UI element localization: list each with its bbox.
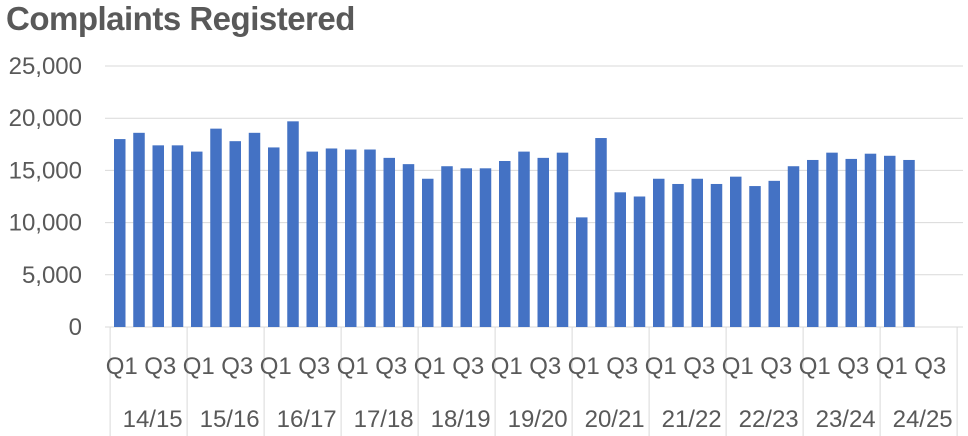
quarter-label: Q1 — [568, 353, 600, 380]
year-label: 17/18 — [354, 406, 414, 433]
bar — [614, 192, 626, 327]
bar — [595, 138, 607, 327]
bar — [864, 153, 877, 327]
quarter-label: Q3 — [529, 353, 561, 380]
bar — [807, 159, 819, 327]
bar — [229, 141, 241, 327]
bar — [287, 121, 299, 327]
bar — [537, 157, 549, 327]
year-label: 21/22 — [662, 406, 722, 433]
chart-title: Complaints Registered — [6, 0, 355, 37]
bar — [787, 166, 800, 327]
year-label: 14/15 — [123, 406, 183, 433]
quarter-label: Q3 — [683, 353, 715, 380]
bar — [884, 155, 896, 327]
bar — [768, 180, 780, 327]
bar — [556, 152, 569, 327]
bar — [576, 217, 588, 327]
bar — [402, 164, 415, 327]
quarter-label: Q3 — [914, 353, 946, 380]
quarter-label: Q1 — [645, 353, 677, 380]
bar — [691, 178, 703, 327]
gridlines — [105, 65, 963, 328]
y-tick-label: 20,000 — [9, 105, 82, 132]
quarter-label: Q1 — [876, 353, 908, 380]
bar — [152, 145, 164, 327]
quarter-label: Q3 — [375, 353, 407, 380]
quarter-label: Q3 — [606, 353, 638, 380]
y-tick-label: 10,000 — [9, 210, 82, 237]
quarter-label: Q3 — [837, 353, 869, 380]
quarter-label: Q3 — [221, 353, 253, 380]
bar — [383, 157, 395, 327]
bar — [710, 183, 723, 327]
quarter-label: Q1 — [260, 353, 292, 380]
y-tick-label: 15,000 — [9, 157, 82, 184]
bar — [653, 178, 665, 327]
bars — [114, 121, 915, 327]
bar — [499, 161, 511, 327]
bar — [845, 158, 857, 327]
quarter-label: Q3 — [298, 353, 330, 380]
quarter-label: Q3 — [760, 353, 792, 380]
bar — [672, 183, 684, 327]
bar — [518, 151, 530, 327]
year-label: 24/25 — [893, 406, 953, 433]
bar — [345, 149, 357, 327]
year-label: 16/17 — [277, 406, 337, 433]
year-label: 19/20 — [508, 406, 568, 433]
y-axis-ticks: 0 5,000 10,000 15,000 20,000 25,000 — [9, 53, 82, 341]
y-tick-label: 5,000 — [22, 262, 82, 289]
quarter-label: Q1 — [183, 353, 215, 380]
bar — [460, 168, 472, 327]
bar — [171, 145, 184, 327]
bar — [903, 159, 915, 327]
bar — [325, 148, 338, 327]
bar — [306, 151, 318, 327]
y-tick-label: 25,000 — [9, 53, 82, 80]
bar — [114, 139, 126, 327]
quarter-label: Q1 — [414, 353, 446, 380]
bar — [441, 166, 453, 327]
bar — [422, 178, 434, 327]
year-label: 22/23 — [739, 406, 799, 433]
quarter-label: Q3 — [144, 353, 176, 380]
bar — [749, 186, 761, 327]
quarter-label: Q1 — [491, 353, 523, 380]
bar — [268, 147, 280, 327]
bar — [248, 132, 261, 327]
year-label: 15/16 — [200, 406, 260, 433]
quarter-label: Q1 — [722, 353, 754, 380]
bar — [633, 196, 646, 327]
year-label: 23/24 — [816, 406, 876, 433]
bar — [479, 168, 492, 327]
year-label: 18/19 — [431, 406, 491, 433]
y-tick-label: 0 — [69, 314, 82, 341]
quarter-label: Q3 — [452, 353, 484, 380]
quarter-label: Q1 — [799, 353, 831, 380]
year-label: 20/21 — [585, 406, 645, 433]
quarter-label: Q1 — [106, 353, 138, 380]
quarter-label: Q1 — [337, 353, 369, 380]
bar — [730, 176, 742, 327]
bar — [826, 152, 838, 327]
bar — [364, 149, 376, 327]
bar — [133, 132, 145, 327]
bar — [191, 151, 203, 327]
bar — [210, 128, 222, 327]
